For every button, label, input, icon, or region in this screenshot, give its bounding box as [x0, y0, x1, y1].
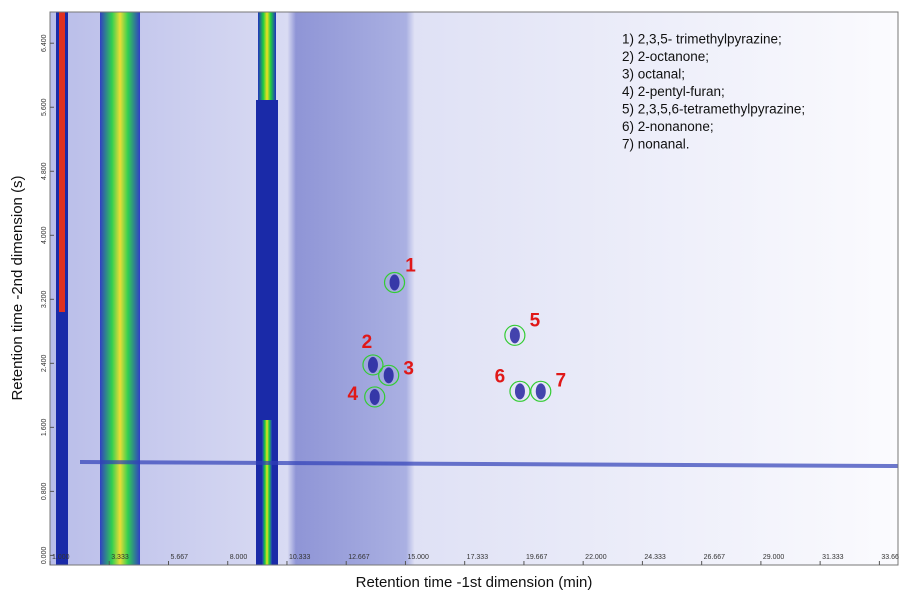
x-tick-label: 3.333 [111, 554, 129, 561]
x-tick-label: 22.000 [585, 554, 607, 561]
x-axis-title: Retention time -1st dimension (min) [356, 574, 593, 591]
x-tick-label: 24.333 [644, 554, 666, 561]
legend-item: 2) 2-octanone; [622, 49, 709, 64]
legend-item: 3) octanal; [622, 67, 685, 82]
x-tick-label: 10.333 [289, 554, 311, 561]
peak-label: 4 [347, 384, 358, 405]
y-tick-label: 5.600 [41, 98, 48, 116]
x-tick-label: 15.000 [407, 554, 429, 561]
x-tick-label: 17.333 [467, 554, 489, 561]
peak-label: 7 [555, 370, 566, 391]
y-tick-label: 6.400 [41, 34, 48, 52]
x-tick-label: 12.667 [348, 554, 370, 561]
x-tick-label: 19.667 [526, 554, 548, 561]
y-axis-title: Retention time -2nd dimension (s) [9, 175, 26, 400]
x-tick-label: 5.667 [170, 554, 188, 561]
y-tick-label: 3.200 [41, 290, 48, 308]
peak-spot [384, 367, 394, 383]
legend-item: 7) nonanal. [622, 137, 690, 152]
peak-spot [515, 383, 525, 399]
peak-spot [536, 383, 546, 399]
legend-item: 6) 2-nonanone; [622, 119, 714, 134]
x-tick-label: 26.667 [704, 554, 726, 561]
peak-label: 5 [530, 310, 541, 331]
y-tick-label: 4.000 [41, 226, 48, 244]
peak-spot [370, 389, 380, 405]
peak-label: 1 [405, 256, 416, 277]
x-tick-label: 29.000 [763, 554, 785, 561]
x-tick-label: 31.333 [822, 554, 844, 561]
peak-label: 3 [403, 358, 414, 379]
chart: Retention time -1st dimension (min) Rete… [0, 0, 899, 594]
peak-label: 2 [362, 332, 373, 353]
peak-label: 6 [495, 366, 506, 387]
legend-item: 4) 2-pentyl-furan; [622, 84, 725, 99]
peak-spot [368, 357, 378, 373]
legend-item: 1) 2,3,5- trimethylpyrazine; [622, 32, 782, 47]
y-tick-label: 0.000 [41, 547, 48, 565]
peak-spot [390, 274, 400, 290]
x-tick-label: 33.667 [881, 554, 899, 561]
y-tick-label: 0.800 [41, 483, 48, 501]
y-tick-label: 2.400 [41, 354, 48, 372]
peak-spot [510, 327, 520, 343]
y-tick-label: 4.800 [41, 162, 48, 180]
plot-background [50, 12, 898, 565]
legend-item: 5) 2,3,5,6-tetramethylpyrazine; [622, 102, 805, 117]
y-tick-label: 1.600 [41, 418, 48, 436]
x-tick-label: 8.000 [230, 554, 248, 561]
x-tick-label: 1.000 [52, 554, 70, 561]
